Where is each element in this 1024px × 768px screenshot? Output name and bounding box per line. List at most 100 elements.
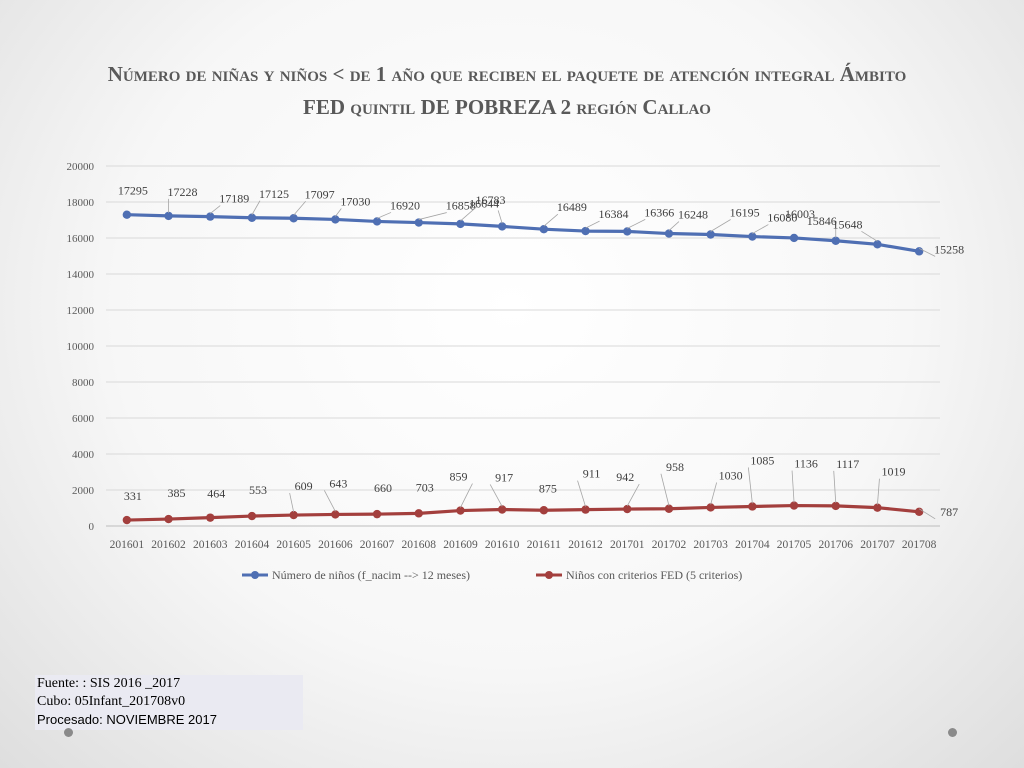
data-label: 609 bbox=[295, 479, 313, 493]
data-point bbox=[247, 511, 257, 521]
data-label: 1136 bbox=[794, 457, 818, 471]
decor-dot-left bbox=[64, 728, 73, 737]
leader-line bbox=[918, 508, 936, 520]
data-label: 859 bbox=[449, 470, 467, 484]
y-tick-label: 12000 bbox=[67, 305, 95, 317]
data-point bbox=[748, 502, 757, 511]
data-label: 16248 bbox=[678, 208, 708, 222]
legend-label: Niños con criterios FED (5 criterios) bbox=[566, 568, 742, 582]
data-point bbox=[456, 506, 465, 515]
series-1: 17295 17228 17189 17125 17097 17030 16920 16858… bbox=[118, 184, 964, 257]
data-label: 16920 bbox=[390, 198, 420, 212]
data-label: 16195 bbox=[730, 205, 760, 219]
leader-line bbox=[543, 213, 559, 227]
data-point bbox=[414, 218, 423, 227]
data-label: 385 bbox=[168, 486, 186, 500]
y-tick-label: 4000 bbox=[72, 449, 95, 461]
x-tick-label: 201707 bbox=[860, 539, 895, 551]
x-axis-ticks: 201601 201602 201603 201604 201605 201606 2016… bbox=[110, 539, 937, 551]
leader-line bbox=[497, 210, 503, 224]
legend: Número de niños (f_nacim --> 12 meses) Ni… bbox=[242, 568, 742, 582]
leader-line bbox=[289, 492, 295, 513]
cube-line: Cubo: 05Infant_201708v0 bbox=[37, 694, 186, 709]
data-label: 16783 bbox=[475, 193, 505, 207]
data-label: 643 bbox=[329, 476, 347, 490]
data-point bbox=[706, 230, 715, 239]
data-point bbox=[331, 215, 340, 224]
leader-line bbox=[861, 230, 878, 242]
data-label: 16366 bbox=[644, 205, 674, 219]
series-line bbox=[126, 503, 920, 522]
data-point bbox=[456, 219, 465, 229]
legend-item-2: Niños con criterios FED (5 criterios) bbox=[536, 568, 742, 582]
data-label: 1085 bbox=[750, 453, 774, 467]
data-point bbox=[664, 504, 674, 513]
leader-line bbox=[791, 470, 795, 503]
data-point bbox=[372, 509, 382, 519]
x-tick-label: 201612 bbox=[568, 539, 603, 551]
data-point bbox=[831, 501, 840, 511]
data-point bbox=[623, 227, 632, 236]
data-label: 787 bbox=[940, 505, 958, 519]
data-point bbox=[206, 513, 215, 522]
leader-line bbox=[833, 470, 837, 503]
data-point bbox=[206, 212, 215, 221]
data-label: 464 bbox=[207, 487, 225, 501]
data-point bbox=[831, 236, 840, 245]
data-point bbox=[497, 505, 507, 514]
leader-line bbox=[710, 219, 731, 232]
x-tick-label: 201602 bbox=[151, 539, 186, 551]
data-point bbox=[706, 503, 715, 512]
source-note: Fuente: : SIS 2016 _2017 Cubo: 05Infant_… bbox=[35, 675, 303, 730]
data-point bbox=[581, 505, 590, 514]
data-label: 17228 bbox=[168, 185, 198, 199]
leader-line bbox=[918, 247, 936, 257]
data-label: 875 bbox=[539, 481, 557, 495]
data-label: 16858 bbox=[446, 199, 476, 213]
data-label: 911 bbox=[583, 467, 601, 481]
leader-line bbox=[747, 467, 753, 504]
leader-line bbox=[460, 483, 473, 508]
x-tick-label: 201609 bbox=[443, 539, 478, 551]
x-tick-label: 201601 bbox=[110, 539, 145, 551]
data-point bbox=[789, 501, 799, 510]
y-tick-label: 2000 bbox=[72, 485, 95, 497]
data-point bbox=[664, 229, 674, 238]
data-label: 17189 bbox=[219, 192, 249, 206]
x-tick-label: 201611 bbox=[527, 539, 561, 551]
leader-line bbox=[418, 212, 447, 220]
leader-line bbox=[585, 220, 600, 229]
decor-dot-right bbox=[948, 728, 957, 737]
data-point bbox=[539, 506, 549, 515]
y-tick-label: 20000 bbox=[67, 161, 95, 173]
data-label: 1117 bbox=[836, 457, 859, 471]
leader-line bbox=[293, 200, 306, 216]
leader-line bbox=[660, 473, 670, 506]
data-point bbox=[372, 217, 382, 226]
data-point bbox=[331, 510, 340, 519]
series-2: 331 385 464 553 609 643 660 703 859 917 875 911 942 9… bbox=[122, 453, 958, 525]
y-tick-label: 8000 bbox=[72, 377, 95, 389]
data-point bbox=[122, 515, 132, 525]
data-label: 1030 bbox=[719, 468, 743, 482]
gridlines bbox=[106, 165, 940, 527]
legend-label: Número de niños (f_nacim --> 12 meses) bbox=[272, 568, 470, 582]
data-label: 331 bbox=[124, 489, 142, 503]
data-label: 15846 bbox=[807, 214, 837, 228]
leader-line bbox=[710, 482, 718, 505]
series-line bbox=[126, 213, 920, 253]
leader-line bbox=[627, 219, 646, 229]
leader-line bbox=[668, 221, 680, 231]
data-label: 16003 bbox=[785, 207, 815, 221]
data-label: 15648 bbox=[832, 217, 862, 231]
x-tick-label: 201703 bbox=[693, 539, 728, 551]
data-label: 16080 bbox=[767, 211, 797, 225]
data-point bbox=[122, 210, 132, 219]
data-point bbox=[289, 510, 298, 520]
y-tick-label: 16000 bbox=[67, 233, 95, 245]
data-point bbox=[789, 233, 799, 243]
x-tick-label: 201610 bbox=[485, 539, 520, 551]
leader-line bbox=[489, 484, 503, 507]
data-point bbox=[247, 213, 257, 222]
data-point bbox=[748, 232, 757, 241]
